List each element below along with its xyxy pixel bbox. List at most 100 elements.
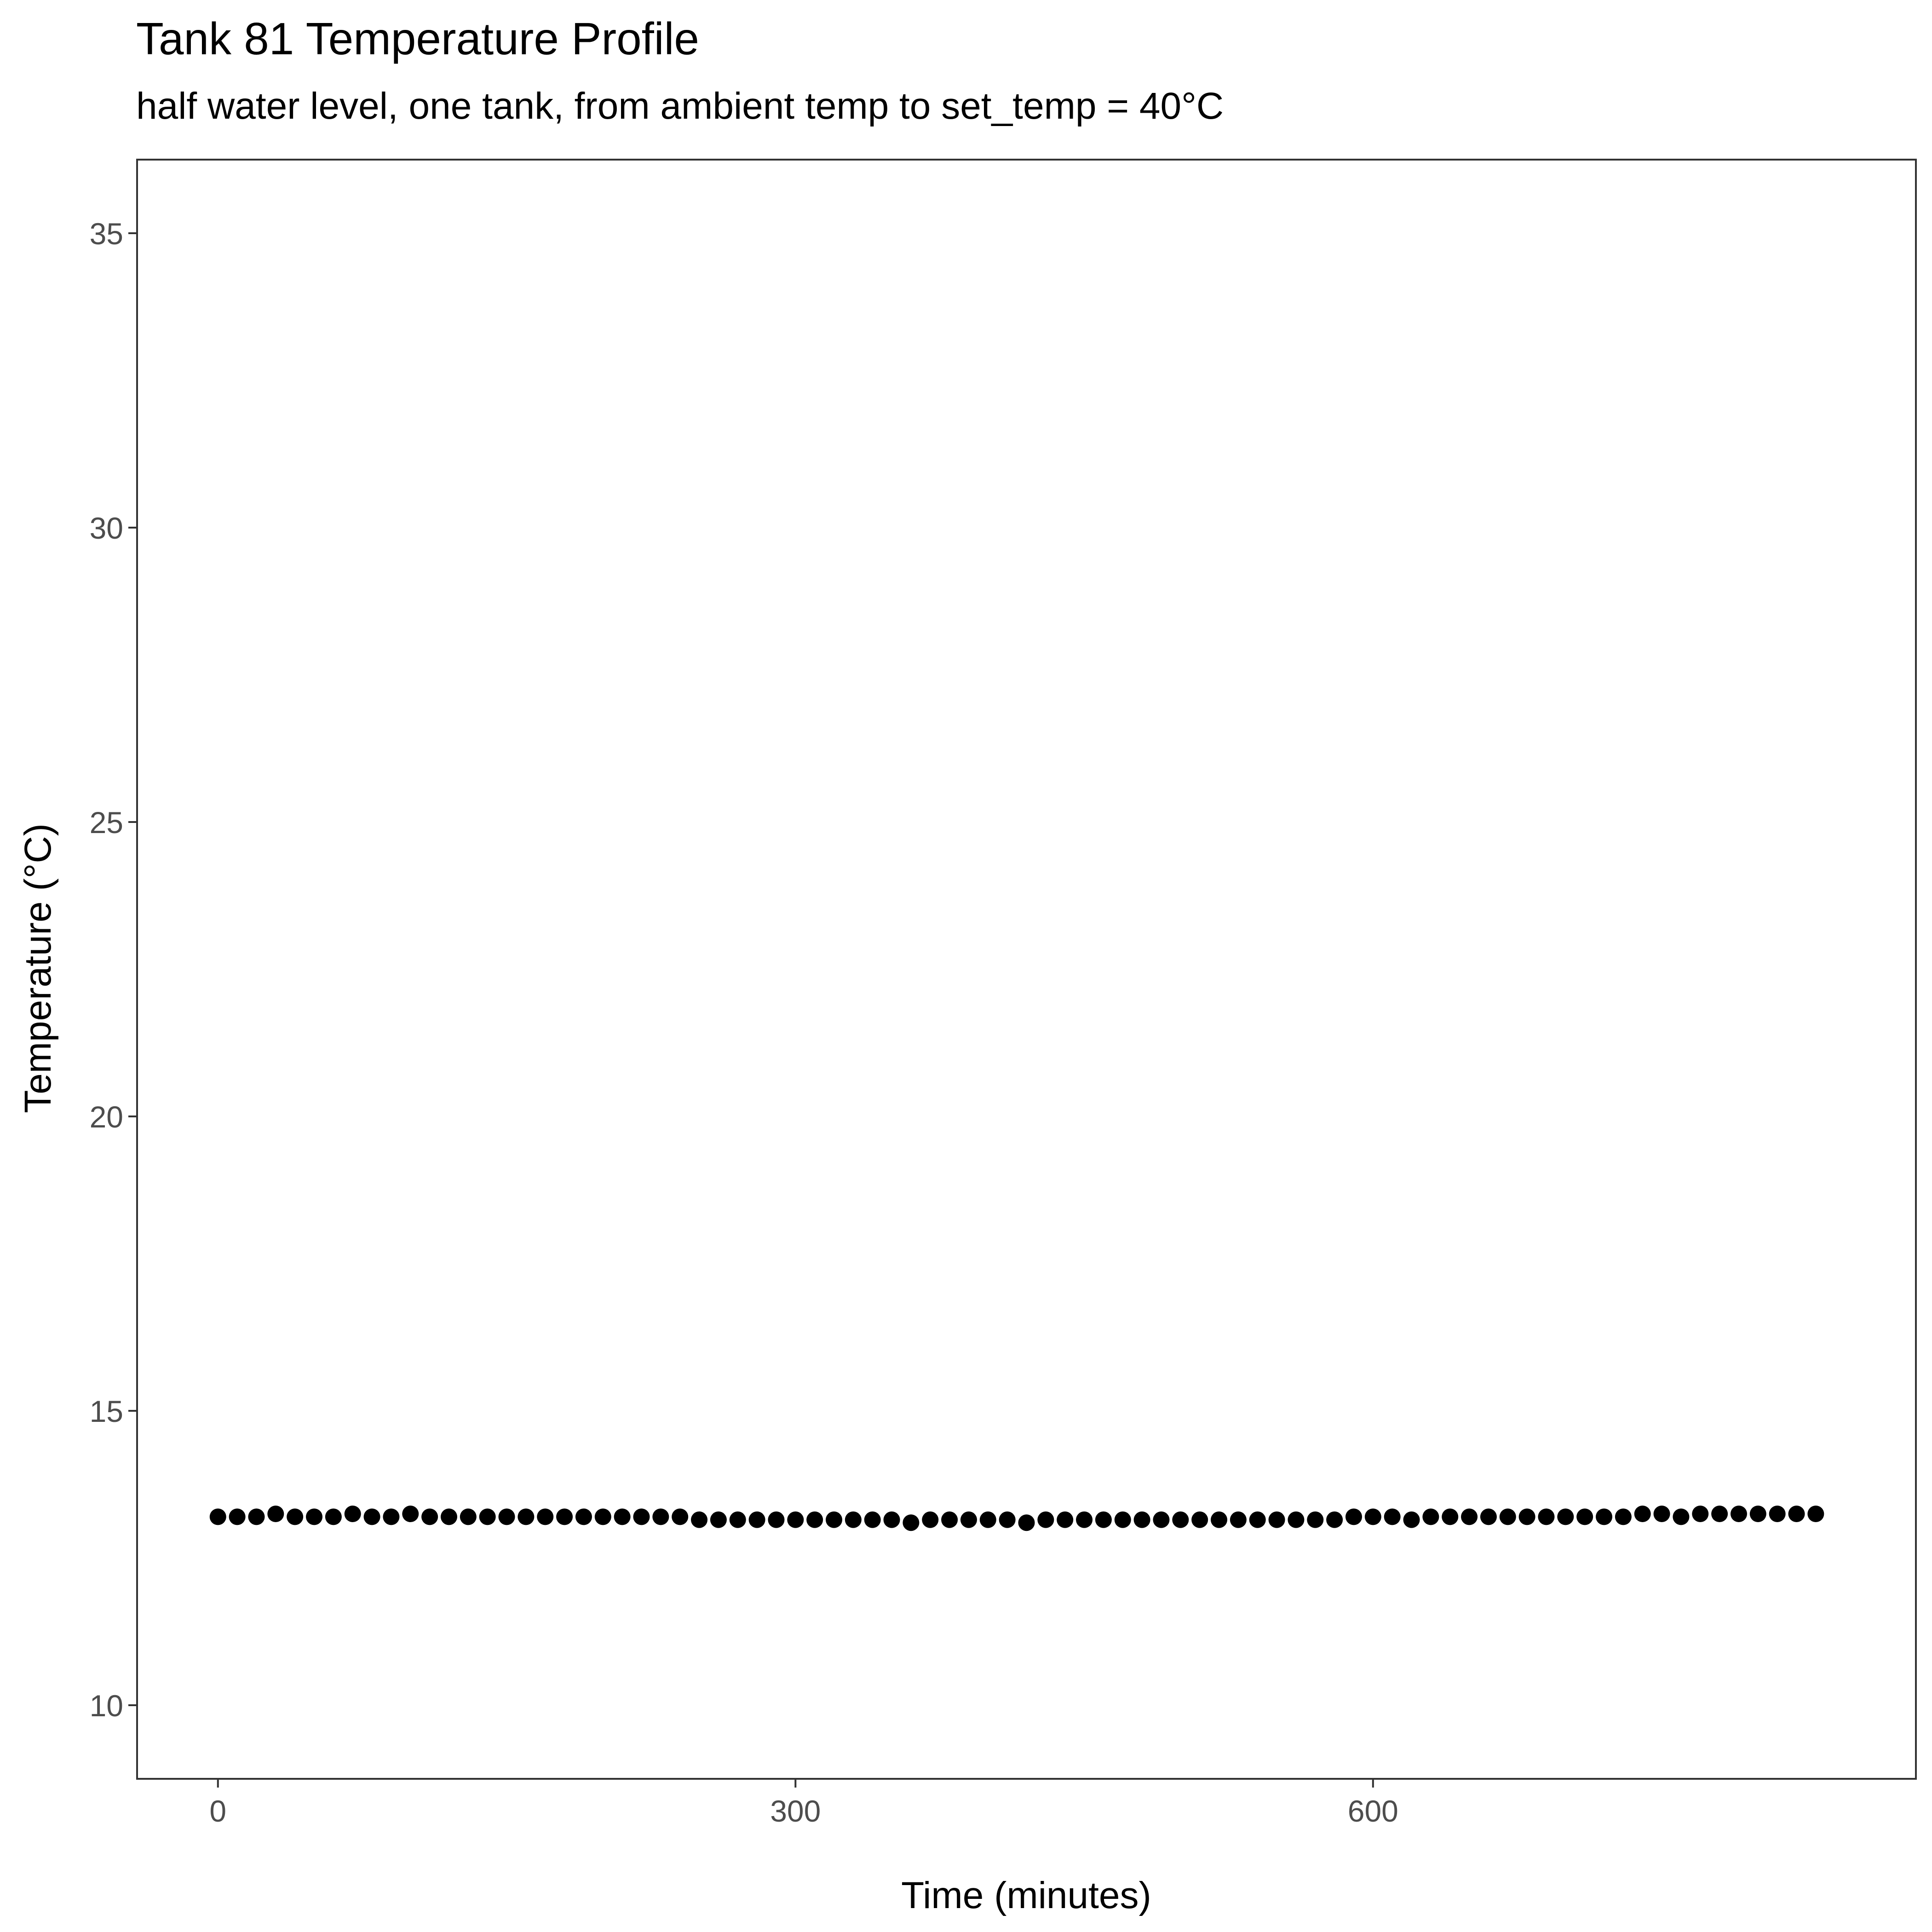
y-axis: 10 15 20 25 30 35 xyxy=(90,217,137,1723)
data-point xyxy=(672,1508,689,1525)
data-point xyxy=(306,1508,323,1525)
data-point xyxy=(883,1511,900,1528)
x-tick-label: 600 xyxy=(1348,1794,1398,1828)
data-point xyxy=(1153,1511,1170,1528)
x-tick-label: 300 xyxy=(770,1794,821,1828)
data-point xyxy=(1364,1508,1381,1525)
data-point xyxy=(922,1511,939,1528)
y-tick-label: 25 xyxy=(90,805,123,840)
y-tick-label: 10 xyxy=(90,1689,123,1723)
data-point xyxy=(229,1508,246,1525)
data-point xyxy=(518,1508,535,1525)
data-point xyxy=(1807,1506,1824,1522)
data-point xyxy=(1518,1508,1535,1525)
data-point xyxy=(941,1511,958,1528)
data-point xyxy=(1615,1508,1632,1525)
data-point xyxy=(1673,1508,1690,1525)
y-tick-label: 35 xyxy=(90,217,123,251)
data-point xyxy=(999,1511,1016,1528)
data-point xyxy=(1692,1506,1709,1522)
data-point xyxy=(1538,1508,1555,1525)
data-point xyxy=(1442,1508,1459,1525)
data-point xyxy=(248,1508,265,1525)
data-point xyxy=(1403,1511,1420,1528)
data-point xyxy=(209,1508,226,1525)
y-tick-label: 20 xyxy=(90,1100,123,1134)
data-point xyxy=(1749,1506,1766,1522)
data-point xyxy=(1788,1506,1805,1522)
data-point xyxy=(1634,1506,1651,1522)
data-point xyxy=(402,1506,419,1522)
data-point xyxy=(614,1508,631,1525)
data-point xyxy=(652,1508,669,1525)
data-point xyxy=(864,1511,881,1528)
data-point xyxy=(1172,1511,1189,1528)
data-point xyxy=(903,1514,920,1531)
data-point xyxy=(1037,1511,1054,1528)
data-point xyxy=(825,1511,842,1528)
data-point xyxy=(1191,1511,1208,1528)
data-point xyxy=(479,1508,496,1525)
data-point xyxy=(537,1508,554,1525)
data-point xyxy=(633,1508,650,1525)
data-point xyxy=(729,1511,746,1528)
plot-panel xyxy=(136,159,1917,1780)
data-point xyxy=(440,1508,457,1525)
data-point xyxy=(383,1508,400,1525)
data-point xyxy=(1480,1508,1497,1525)
data-point xyxy=(960,1511,977,1528)
data-point xyxy=(287,1508,304,1525)
data-point xyxy=(498,1508,515,1525)
data-point xyxy=(460,1508,477,1525)
x-axis-title: Time (minutes) xyxy=(901,1874,1151,1916)
y-tick-label: 30 xyxy=(90,511,123,545)
data-point xyxy=(1076,1511,1093,1528)
data-point xyxy=(1307,1511,1324,1528)
data-point xyxy=(1114,1511,1131,1528)
data-point xyxy=(594,1508,611,1525)
data-point xyxy=(1557,1508,1574,1525)
data-point xyxy=(1769,1506,1786,1522)
data-point xyxy=(979,1511,996,1528)
data-point xyxy=(421,1508,438,1525)
data-point xyxy=(748,1511,765,1528)
data-point xyxy=(768,1511,785,1528)
data-point xyxy=(787,1511,804,1528)
data-point xyxy=(845,1511,862,1528)
data-point xyxy=(575,1508,592,1525)
data-point xyxy=(1249,1511,1266,1528)
data-point xyxy=(1326,1511,1343,1528)
y-tick-label: 15 xyxy=(90,1394,123,1428)
data-point xyxy=(1133,1511,1150,1528)
data-point xyxy=(1018,1514,1035,1531)
x-tick-label: 0 xyxy=(209,1794,226,1828)
data-point xyxy=(1422,1508,1439,1525)
data-point xyxy=(710,1511,727,1528)
data-point xyxy=(267,1506,284,1522)
chart-title: Tank 81 Temperature Profile xyxy=(136,13,699,64)
data-point xyxy=(1653,1506,1670,1522)
data-point xyxy=(556,1508,573,1525)
data-point xyxy=(1268,1511,1285,1528)
data-point xyxy=(344,1506,361,1522)
x-axis: 0 300 600 xyxy=(209,1779,1398,1828)
data-point xyxy=(363,1508,380,1525)
data-point xyxy=(1461,1508,1478,1525)
y-axis-title: Temperature (°C) xyxy=(17,823,59,1113)
chart-subtitle: half water level, one tank, from ambient… xyxy=(136,85,1224,127)
data-points xyxy=(209,1506,1824,1531)
data-point xyxy=(1384,1508,1401,1525)
data-point xyxy=(1095,1511,1112,1528)
data-point xyxy=(691,1511,708,1528)
data-point xyxy=(1345,1508,1362,1525)
data-point xyxy=(325,1508,342,1525)
data-point xyxy=(1576,1508,1593,1525)
data-point xyxy=(1499,1508,1516,1525)
data-point xyxy=(1288,1511,1305,1528)
data-point xyxy=(1057,1511,1074,1528)
data-point xyxy=(1711,1506,1728,1522)
data-point xyxy=(1230,1511,1247,1528)
data-point xyxy=(1211,1511,1228,1528)
data-point xyxy=(1730,1506,1747,1522)
